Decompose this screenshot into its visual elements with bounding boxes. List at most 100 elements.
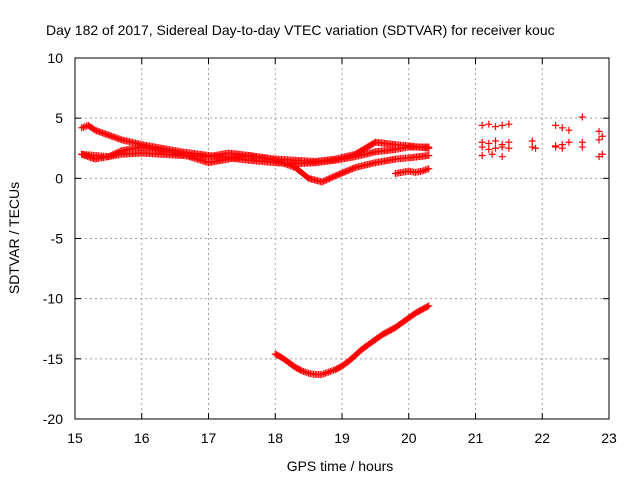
data-point xyxy=(320,370,328,378)
data-point xyxy=(79,123,87,131)
x-tick-label: 21 xyxy=(468,430,484,446)
data-point xyxy=(485,120,493,128)
data-point xyxy=(552,143,560,151)
x-tick-label: 23 xyxy=(601,430,617,446)
data-point xyxy=(116,147,124,155)
data-point xyxy=(505,138,513,146)
data-point xyxy=(532,144,540,152)
x-tick-label: 16 xyxy=(134,430,150,446)
data-point xyxy=(425,302,433,310)
data-point xyxy=(303,369,311,377)
data-point xyxy=(113,149,121,157)
data-point xyxy=(104,153,112,161)
grid-layer xyxy=(75,58,609,419)
data-point xyxy=(492,137,500,145)
series-track-a xyxy=(78,121,433,168)
data-point xyxy=(552,121,560,129)
data-point xyxy=(565,138,573,146)
data-point xyxy=(595,136,603,144)
data-point xyxy=(421,166,429,174)
data-point xyxy=(318,178,326,186)
data-point xyxy=(558,144,566,152)
data-point xyxy=(478,121,486,129)
y-axis-title: SDTVAR / TECUs xyxy=(6,182,22,294)
data-point xyxy=(498,143,506,151)
data-point xyxy=(321,369,329,377)
x-axis-title: GPS time / hours xyxy=(287,458,394,474)
data-point xyxy=(327,174,335,182)
data-point xyxy=(115,148,123,156)
y-tick-label: -20 xyxy=(43,411,63,427)
data-point xyxy=(565,126,573,134)
data-point xyxy=(498,153,506,161)
data-point xyxy=(423,165,431,173)
data-point xyxy=(528,143,536,151)
data-point xyxy=(578,143,586,151)
data-point xyxy=(505,120,513,128)
x-tick-label: 18 xyxy=(267,430,283,446)
series-track-c xyxy=(78,143,433,186)
data-point xyxy=(528,137,536,145)
x-tick-label: 15 xyxy=(67,430,83,446)
data-point xyxy=(485,139,493,147)
y-tick-label: -5 xyxy=(51,231,64,247)
data-point xyxy=(598,132,606,140)
data-point xyxy=(423,303,431,311)
data-point xyxy=(297,366,305,374)
data-point xyxy=(578,113,586,121)
x-tick-label: 19 xyxy=(334,430,350,446)
data-point xyxy=(298,367,306,375)
data-point xyxy=(478,151,486,159)
x-tick-label: 20 xyxy=(401,430,417,446)
x-tick-label: 17 xyxy=(201,430,217,446)
data-point xyxy=(425,165,433,173)
data-point xyxy=(322,176,330,184)
data-point xyxy=(350,164,358,172)
data-point xyxy=(328,367,336,375)
data-point xyxy=(109,151,117,159)
y-tick-label: 5 xyxy=(55,110,63,126)
data-point xyxy=(112,149,120,157)
data-point xyxy=(319,177,327,185)
data-point xyxy=(323,369,331,377)
data-point xyxy=(318,370,326,378)
x-tick-label: 22 xyxy=(534,430,550,446)
series-track-e xyxy=(271,302,433,378)
data-point xyxy=(498,121,506,129)
data-layer xyxy=(78,113,606,378)
series-scatter-late xyxy=(478,113,606,161)
chart-title: Day 182 of 2017, Sidereal Day-to-day VTE… xyxy=(46,22,555,38)
data-point xyxy=(595,153,603,161)
data-point xyxy=(425,144,433,152)
data-point xyxy=(328,173,336,181)
data-point xyxy=(325,175,333,183)
data-point xyxy=(558,124,566,132)
data-point xyxy=(78,124,86,132)
data-point xyxy=(106,152,114,160)
data-point xyxy=(478,143,486,151)
data-point xyxy=(492,123,500,131)
data-point xyxy=(325,368,333,376)
data-point xyxy=(330,366,338,374)
data-point xyxy=(107,151,115,159)
series-track-d xyxy=(391,165,433,178)
data-point xyxy=(301,368,309,376)
data-point xyxy=(505,144,513,152)
data-point xyxy=(488,150,496,158)
y-tick-label: -15 xyxy=(43,351,63,367)
data-point xyxy=(300,367,308,375)
data-point xyxy=(321,177,329,185)
data-point xyxy=(485,145,493,153)
data-point xyxy=(110,150,118,158)
y-tick-label: 10 xyxy=(47,50,63,66)
data-point xyxy=(324,175,332,183)
data-point xyxy=(420,167,428,175)
y-tick-label: -10 xyxy=(43,291,63,307)
data-point xyxy=(425,151,433,159)
data-point xyxy=(492,144,500,152)
y-tick-label: 0 xyxy=(55,170,63,186)
data-point xyxy=(418,167,426,175)
tick-layer: 15 16 17 18 19 20 21 22 23 -20 -15 -10 -5 0 5 10 xyxy=(43,50,617,446)
data-point xyxy=(595,127,603,135)
